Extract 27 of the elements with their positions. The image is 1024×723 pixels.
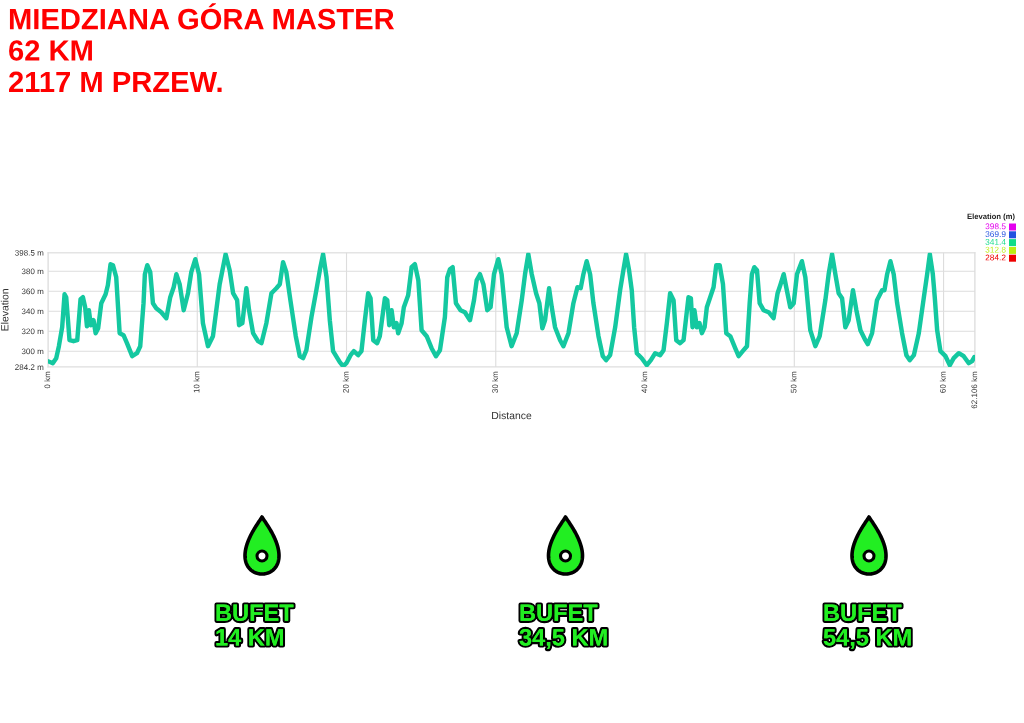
chart-title: MIEDZIANA GÓRA MASTER 62 KM 2117 M PRZEW. (9, 3, 395, 92)
y-tick-label: 300 m (21, 348, 44, 355)
x-tick-label: 50 km (790, 371, 797, 393)
x-tick-label: 10 km (193, 371, 200, 393)
y-tick-label: 380 m (21, 268, 44, 275)
color-bar-label: 284.2 (985, 254, 1006, 261)
text: BUFET 14 KM (216, 604, 294, 646)
y-tick-label: 340 m (21, 308, 44, 315)
y-tick-label: 284.2 m (15, 364, 44, 370)
y-axis-title: Elevation (0, 289, 9, 331)
x-tick-label: 60 km (939, 371, 946, 393)
color-bar-label: 312.8 (985, 246, 1006, 253)
color-bar-label: 398.5 (985, 223, 1006, 230)
color-bar-label: 341.4 (985, 238, 1006, 245)
x-tick-label: 0 km (44, 371, 51, 389)
text: BUFET 34,5 KM (519, 604, 607, 650)
x-tick-label: 30 km (492, 371, 498, 393)
x-tick-label: 20 km (342, 371, 349, 393)
y-tick-label: 360 m (21, 288, 44, 295)
text: BUFET 54,5 KM (823, 604, 911, 650)
x-tick-label: 40 km (641, 371, 648, 393)
x-tick-label: 62.106 km (971, 371, 978, 409)
x-axis-title: Distance (492, 411, 532, 420)
y-tick-label: 398.5 m (15, 249, 44, 256)
line-series (48, 252, 975, 367)
color-bar-label: 369.9 (985, 231, 1006, 238)
y-tick-label: 320 m (21, 328, 44, 335)
